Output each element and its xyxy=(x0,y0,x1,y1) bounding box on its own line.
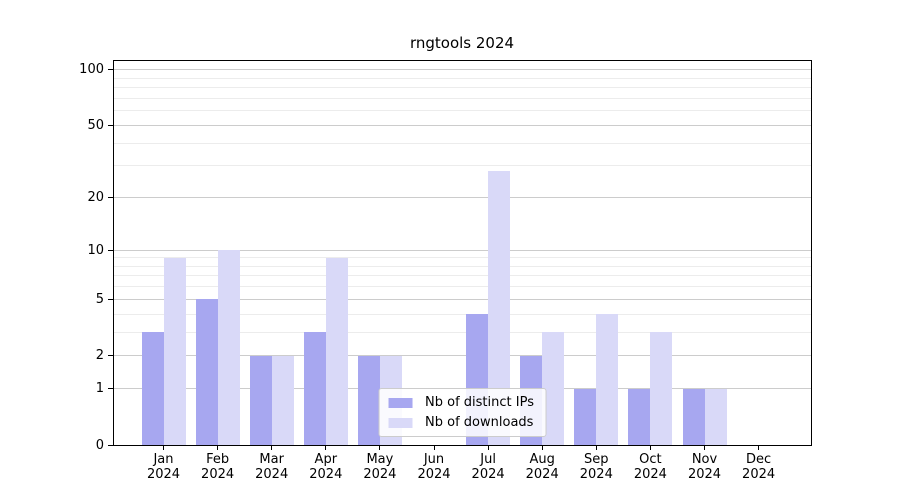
y-gridline-minor xyxy=(114,331,811,333)
y-gridline-minor xyxy=(114,87,811,89)
y-tick-label: 2 xyxy=(95,348,104,364)
y-tick-mark xyxy=(108,69,113,71)
bar-distinct-ips xyxy=(357,355,380,445)
x-tick-label: Feb 2024 xyxy=(201,452,235,482)
y-tick-mark xyxy=(108,388,113,390)
legend-entry-downloads: Nb of downloads xyxy=(388,415,534,430)
x-tick-mark xyxy=(704,446,705,450)
x-tick-label: May 2024 xyxy=(363,452,397,482)
legend-label-distinct-ips: Nb of distinct IPs xyxy=(425,395,534,410)
y-tick-label: 1 xyxy=(95,381,104,397)
x-tick-mark xyxy=(325,446,327,450)
x-tick-mark xyxy=(433,446,435,450)
y-tick-label: 20 xyxy=(87,189,104,205)
y-gridline-major xyxy=(114,196,811,198)
x-tick-label: Oct 2024 xyxy=(633,452,667,482)
bar-downloads xyxy=(488,171,511,445)
bar-downloads xyxy=(271,355,294,445)
y-tick-mark xyxy=(108,298,113,300)
y-tick-mark xyxy=(108,355,113,357)
y-gridline-minor xyxy=(114,77,811,79)
y-gridline-minor xyxy=(114,286,811,288)
legend-label-downloads: Nb of downloads xyxy=(425,415,534,430)
bar-downloads xyxy=(704,388,727,445)
plot-area: Nb of distinct IPs Nb of downloads xyxy=(113,60,812,446)
y-gridline-minor xyxy=(114,257,811,259)
y-tick-mark xyxy=(108,444,113,446)
legend-entry-distinct-ips: Nb of distinct IPs xyxy=(388,395,534,410)
bar-downloads xyxy=(325,257,348,445)
y-gridline-minor xyxy=(114,142,811,144)
y-gridline-major xyxy=(114,249,811,251)
y-gridline-minor xyxy=(114,275,811,277)
y-tick-label: 50 xyxy=(87,117,104,133)
x-tick-mark xyxy=(379,446,381,450)
x-tick-mark xyxy=(271,446,273,450)
bar-downloads xyxy=(650,332,673,445)
bar-distinct-ips xyxy=(303,332,326,445)
y-tick-label: 5 xyxy=(95,291,104,307)
x-tick-mark xyxy=(217,446,219,450)
y-tick-label: 10 xyxy=(87,242,104,258)
bar-distinct-ips xyxy=(682,388,705,445)
legend: Nb of distinct IPs Nb of downloads xyxy=(378,388,547,437)
chart-title: rngtools 2024 xyxy=(409,34,515,52)
x-tick-mark xyxy=(487,446,489,450)
x-tick-label: Apr 2024 xyxy=(309,452,343,482)
y-gridline-major xyxy=(114,355,811,357)
x-tick-label: Jul 2024 xyxy=(471,452,505,482)
legend-swatch-downloads xyxy=(388,417,413,428)
x-tick-label: Jan 2024 xyxy=(146,452,181,482)
bar-downloads xyxy=(596,314,619,445)
x-tick-mark xyxy=(595,446,597,450)
x-tick-mark xyxy=(541,446,543,450)
bar-downloads xyxy=(542,332,565,445)
bar-downloads xyxy=(217,250,240,445)
y-gridline-major xyxy=(114,124,811,126)
y-gridline-minor xyxy=(114,97,811,99)
x-tick-label: Aug 2024 xyxy=(525,452,559,482)
y-gridline-minor xyxy=(114,165,811,167)
x-tick-label: Mar 2024 xyxy=(255,452,289,482)
y-tick-label: 100 xyxy=(79,62,104,78)
y-gridline-minor xyxy=(114,313,811,315)
x-tick-label: Jun 2024 xyxy=(417,452,451,482)
y-gridline-major xyxy=(114,69,811,71)
x-tick-label: Nov 2024 xyxy=(687,452,722,482)
y-tick-mark xyxy=(108,249,113,251)
x-tick-mark xyxy=(649,446,651,450)
y-gridline-minor xyxy=(114,110,811,112)
x-tick-mark xyxy=(163,446,164,450)
x-tick-mark xyxy=(758,446,760,450)
y-gridline-minor xyxy=(114,265,811,267)
y-tick-label: 0 xyxy=(95,437,104,453)
bar-downloads xyxy=(163,257,186,445)
bar-distinct-ips xyxy=(195,299,218,445)
x-tick-label: Sep 2024 xyxy=(579,452,613,482)
bar-distinct-ips xyxy=(141,332,164,445)
x-tick-label: Dec 2024 xyxy=(742,452,776,482)
y-gridline-major xyxy=(114,298,811,300)
bar-distinct-ips xyxy=(628,388,651,445)
bar-distinct-ips xyxy=(249,355,272,445)
y-tick-mark xyxy=(108,196,113,198)
legend-swatch-distinct-ips xyxy=(388,397,413,408)
y-tick-mark xyxy=(108,124,113,126)
bar-distinct-ips xyxy=(574,388,597,445)
